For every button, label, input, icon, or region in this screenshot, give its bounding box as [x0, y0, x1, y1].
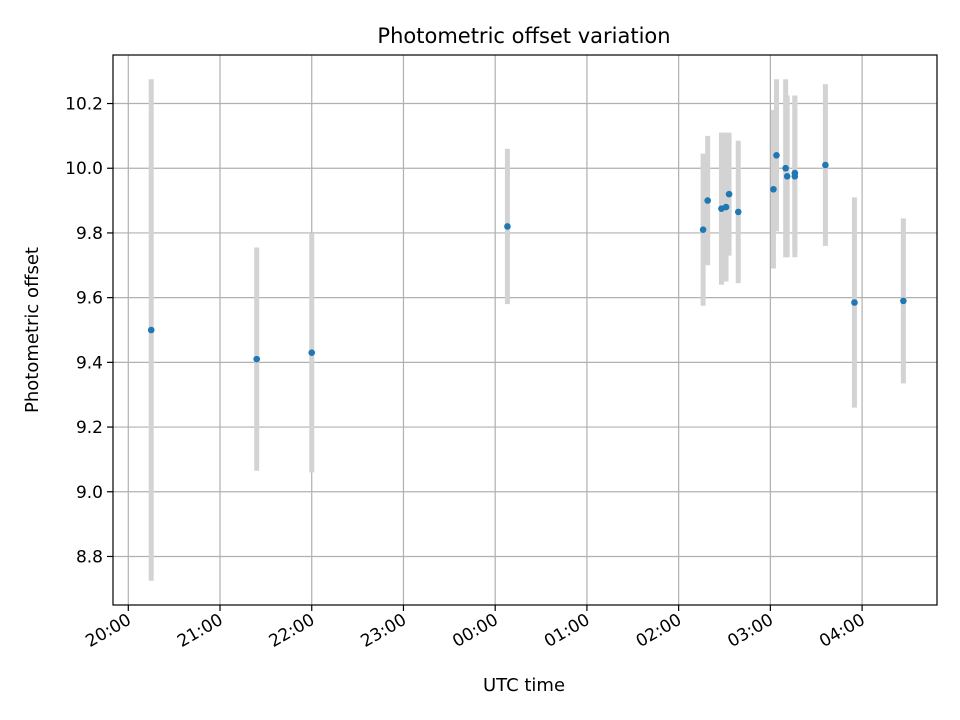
data-point: [822, 161, 829, 169]
x-tick-label: 00:00: [449, 610, 501, 652]
x-tick-label: 04:00: [816, 610, 868, 652]
data-point: [704, 197, 711, 204]
data-point: [725, 190, 733, 198]
data-point: [308, 349, 316, 356]
data-point: [791, 173, 799, 180]
data-point: [773, 151, 780, 159]
plot-frame: [112, 54, 938, 606]
x-axis-label: UTC time: [483, 675, 565, 696]
data-point: [722, 203, 730, 211]
y-tick-label: 9.6: [76, 289, 103, 309]
x-axis-ticks: 20:00 21:00 22:00 23:00 00:00 01:00 02:00 03:00…: [82, 605, 869, 652]
y-axis-ticks: 8.8 9.0 9.2 9.4 9.6 9.8 10.0 10.2: [65, 95, 113, 567]
x-tick-label: 20:00: [82, 610, 134, 652]
data-point: [253, 355, 261, 363]
data-point: [699, 226, 707, 234]
y-tick-label: 10.0: [65, 159, 103, 179]
x-tick-label: 22:00: [266, 610, 318, 652]
y-tick-label: 10.2: [65, 95, 103, 115]
x-tick-label: 23:00: [358, 610, 410, 652]
data-point: [783, 173, 791, 180]
data-points: [147, 151, 907, 363]
grid: [113, 55, 937, 605]
data-point: [782, 164, 789, 172]
y-tick-label: 8.8: [76, 547, 103, 567]
y-tick-label: 9.8: [76, 224, 103, 244]
y-tick-label: 9.4: [76, 353, 103, 373]
data-point: [851, 299, 858, 306]
x-tick-label: 02:00: [633, 610, 685, 652]
data-point: [770, 185, 777, 193]
x-tick-label: 03:00: [724, 610, 776, 652]
data-point: [734, 208, 742, 216]
y-axis-label: Photometric offset: [22, 247, 43, 413]
data-point: [900, 297, 907, 305]
error-bars: [148, 79, 906, 581]
data-point: [504, 223, 511, 230]
y-tick-label: 9.2: [76, 418, 103, 438]
x-tick-label: 01:00: [541, 610, 593, 652]
chart-title: Photometric offset variation: [377, 24, 670, 48]
x-tick-label: 21:00: [174, 610, 226, 652]
data-point: [147, 326, 155, 334]
y-tick-label: 9.0: [76, 483, 103, 503]
